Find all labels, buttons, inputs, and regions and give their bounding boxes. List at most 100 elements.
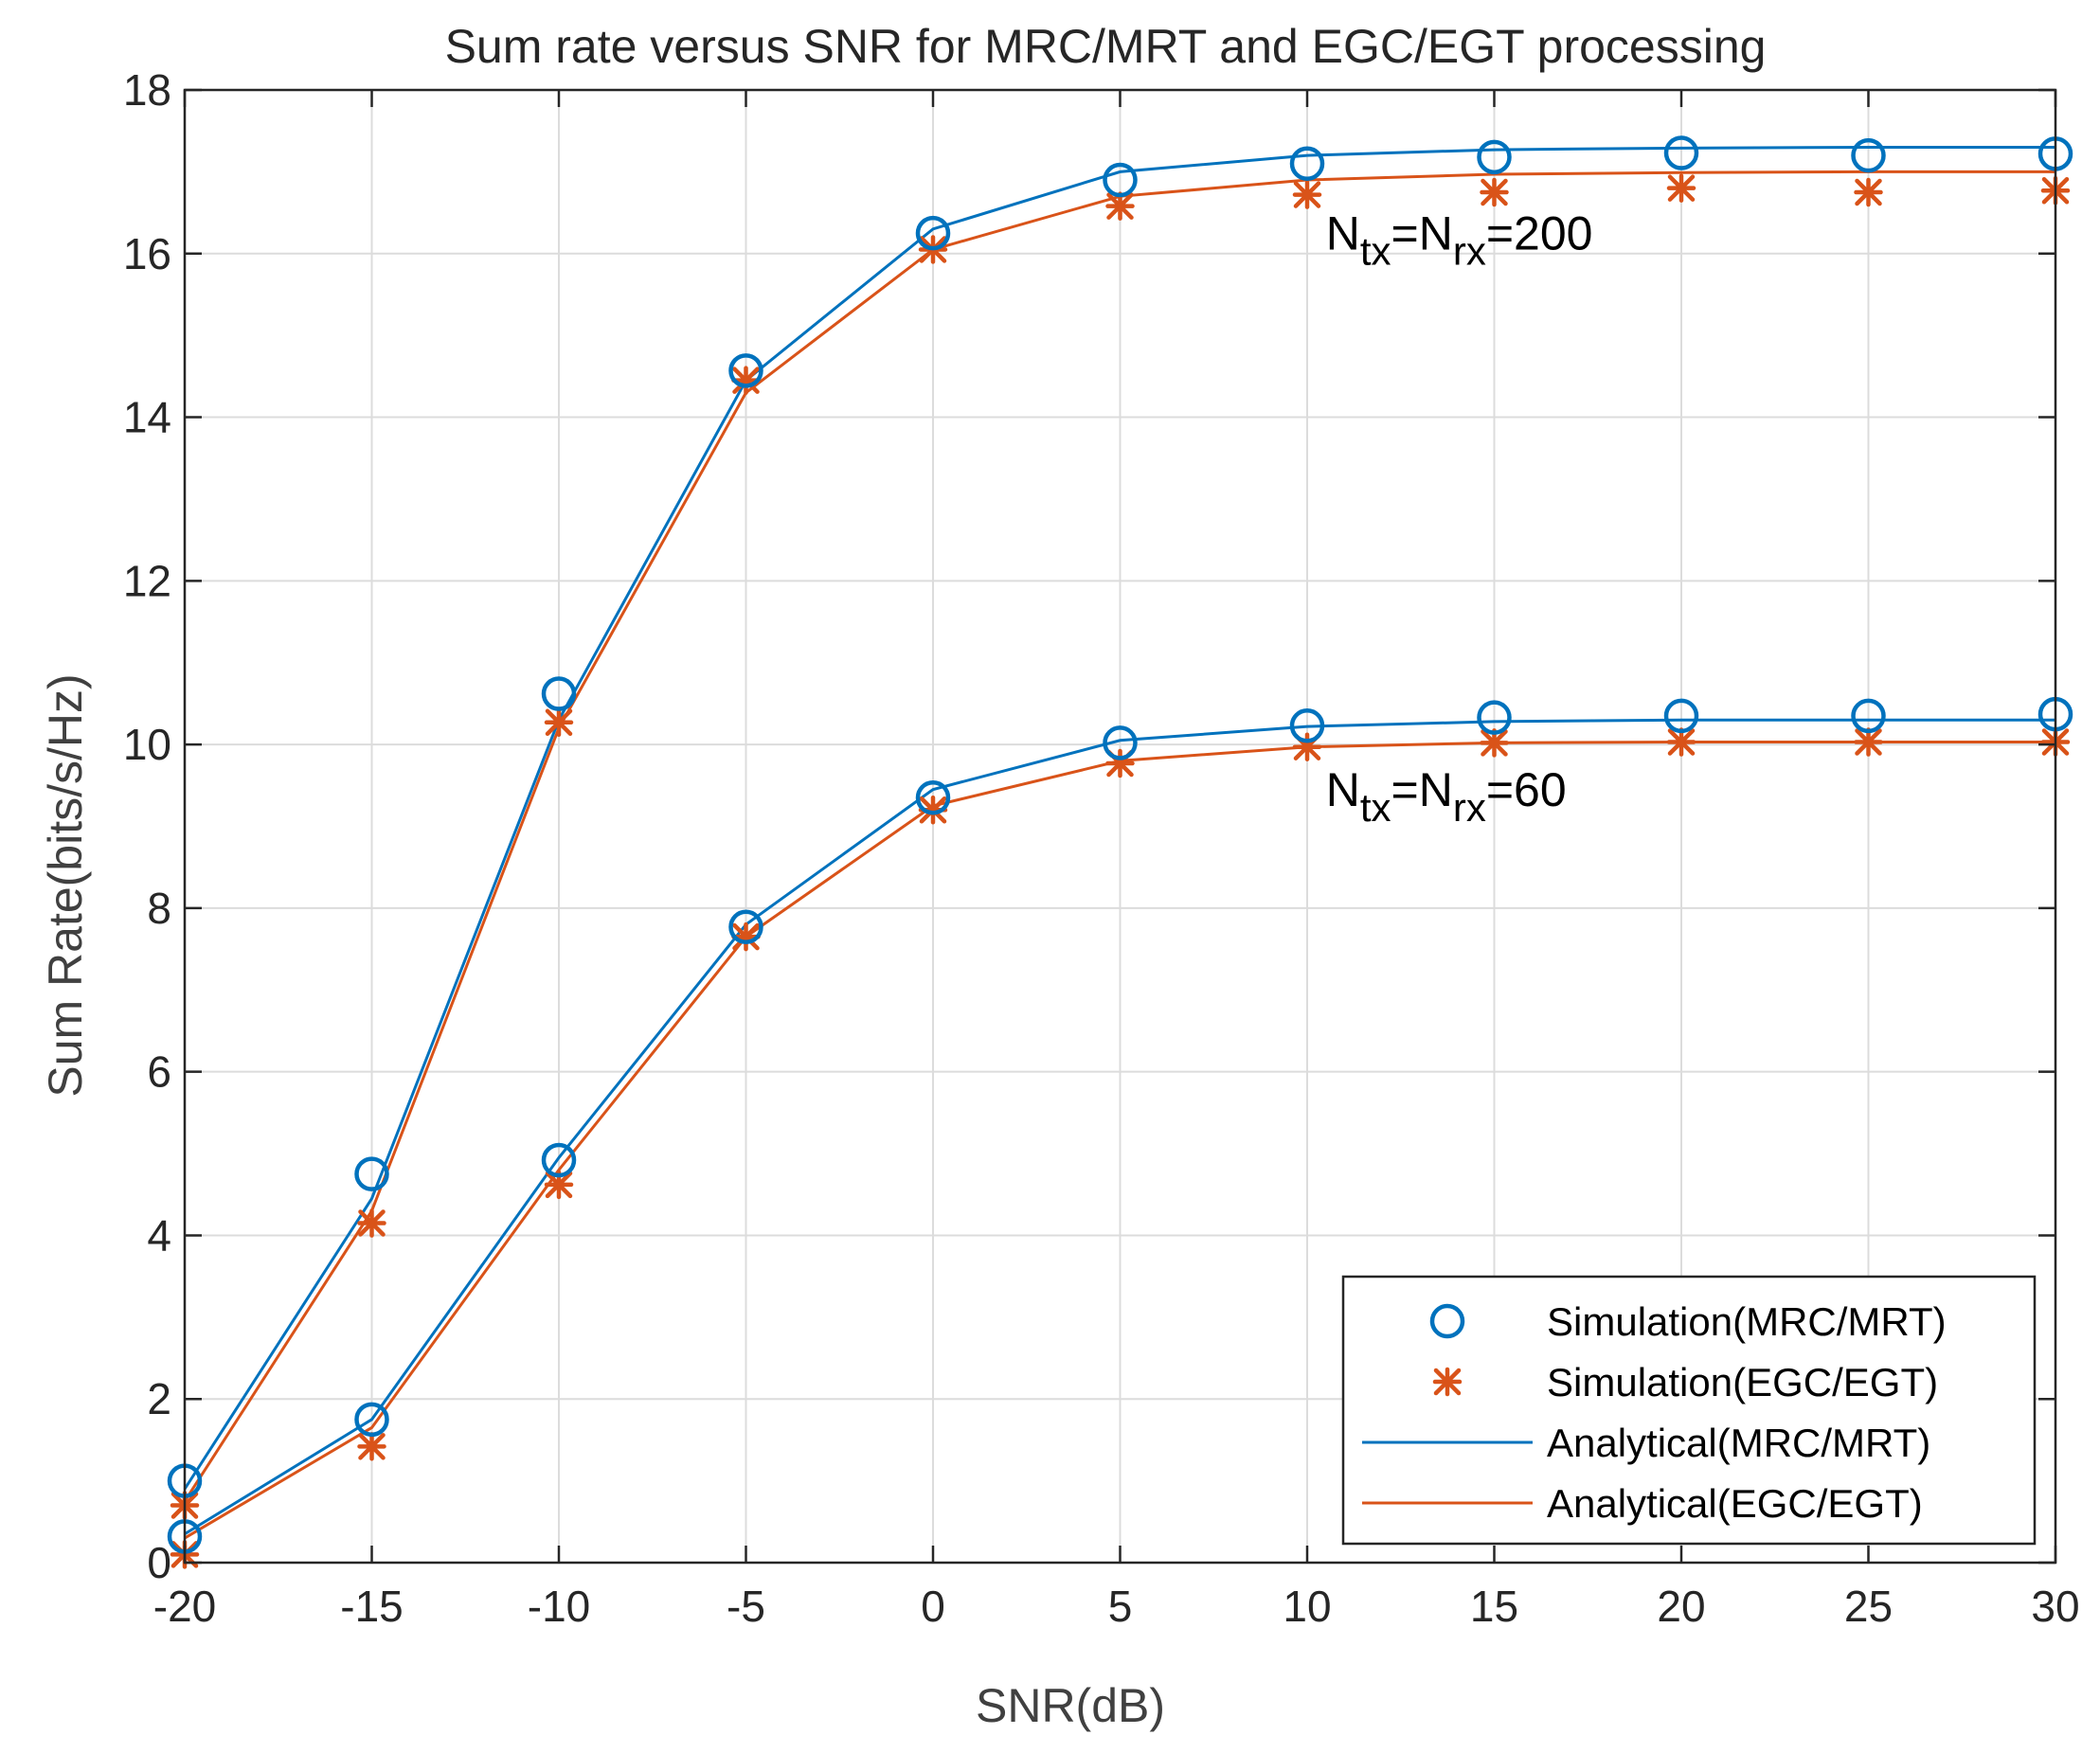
- sim-egc-marker: [731, 921, 761, 952]
- star-stroke: [1667, 174, 1696, 202]
- x-axis-label: SNR(dB): [976, 1679, 1165, 1732]
- antenna-count-label-1: Ntx=Nrx=200: [1326, 206, 1593, 273]
- y-tick-label: 14: [123, 393, 171, 442]
- star-stroke: [1667, 728, 1696, 756]
- y-tick-label: 12: [123, 556, 171, 605]
- legend-label: Simulation(EGC/EGT): [1547, 1360, 1938, 1404]
- sim-mrc-marker: [1663, 698, 1699, 734]
- star-stroke: [1481, 178, 1508, 206]
- x-tick-label: -10: [528, 1582, 590, 1631]
- y-tick-label: 18: [123, 65, 171, 115]
- sim-mrc-marker: [1477, 700, 1512, 735]
- legend-entry: Simulation(MRC/MRT): [1429, 1299, 1947, 1344]
- y-tick-label: 10: [123, 720, 171, 769]
- x-tick-label: -20: [153, 1582, 216, 1631]
- star-stroke: [1106, 192, 1134, 220]
- sim-mrc-marker: [541, 1142, 577, 1178]
- y-tick-label: 2: [147, 1374, 171, 1423]
- axes: -20 -15 -10 -5 0 5 10 15 20 25 30 0 2 4 6 8 10 12 14 16 18: [123, 65, 2080, 1631]
- sim-egc-marker: [1854, 177, 1883, 207]
- y-tick-label: 4: [147, 1210, 171, 1260]
- star-stroke: [732, 922, 760, 951]
- label-subscript: rx: [1453, 785, 1486, 830]
- chart-title: Sum rate versus SNR for MRC/MRT and EGC/…: [445, 20, 1767, 73]
- star-stroke: [732, 367, 760, 394]
- plot-series: [167, 135, 2073, 1569]
- legend-circle-marker: [1429, 1303, 1465, 1339]
- sim-egc-marker: [1105, 191, 1135, 221]
- sim-egc-marker: [1854, 727, 1883, 757]
- x-tick-label: 20: [1657, 1582, 1705, 1631]
- star-stroke: [545, 1171, 573, 1199]
- y-axis-label: Sum Rate(bits/s/Hz): [39, 673, 92, 1097]
- sim-mrc-marker: [915, 215, 951, 251]
- series-group-1: [167, 135, 2073, 1520]
- sim-mrc-marker: [728, 353, 763, 388]
- legend-label: Analytical(MRC/MRT): [1547, 1421, 1930, 1465]
- sim-mrc-marker: [354, 1156, 389, 1191]
- star-stroke: [1855, 178, 1882, 206]
- x-tick-label: 30: [2031, 1582, 2079, 1631]
- sim-egc-marker: [1480, 177, 1509, 207]
- sim-egc-marker: [1292, 180, 1322, 209]
- sim-mrc-marker: [1289, 146, 1325, 181]
- series-group-2: [167, 696, 2073, 1569]
- legend-box: [1341, 1275, 2037, 1546]
- label-text: =60: [1486, 763, 1567, 816]
- legend-label: Simulation(MRC/MRT): [1547, 1299, 1947, 1344]
- label-text: =N: [1391, 763, 1453, 816]
- legend: Simulation(MRC/MRT) Simulation(EGC/EGT) An…: [1341, 1275, 2037, 1546]
- antenna-count-label-2: Ntx=Nrx=60: [1326, 763, 1567, 830]
- star-stroke: [545, 708, 573, 737]
- x-tick-label: 5: [1108, 1582, 1133, 1631]
- x-tick-label: -15: [340, 1582, 403, 1631]
- star-stroke: [358, 1209, 386, 1237]
- label-subscript: tx: [1360, 228, 1391, 273]
- y-tick-label: 0: [147, 1538, 171, 1587]
- analytical-mrc-line: [184, 718, 2055, 1536]
- sim-egc-marker: [357, 1208, 386, 1238]
- legend-entry: Analytical(MRC/MRT): [1362, 1421, 1930, 1465]
- star-stroke: [919, 796, 947, 824]
- sim-mrc-marker: [1851, 137, 1886, 173]
- label-text: =N: [1391, 206, 1453, 259]
- sim-mrc-marker: [1103, 725, 1138, 760]
- legend-label: Analytical(EGC/EGT): [1547, 1481, 1923, 1526]
- label-text: N: [1326, 206, 1360, 259]
- sim-egc-marker: [544, 707, 574, 738]
- sim-mrc-marker: [1103, 162, 1138, 198]
- x-tick-label: 25: [1844, 1582, 1893, 1631]
- star-stroke: [1433, 1368, 1462, 1396]
- sim-egc-marker: [1666, 173, 1696, 203]
- star-stroke: [1855, 728, 1882, 756]
- x-tick-label: 0: [921, 1582, 945, 1631]
- legend-entry: Simulation(EGC/EGT): [1432, 1360, 1938, 1404]
- sim-egc-marker: [544, 1170, 574, 1200]
- label-text: =200: [1486, 206, 1593, 259]
- x-tick-label: -5: [727, 1582, 765, 1631]
- sim-mrc-marker: [1663, 135, 1699, 170]
- label-subscript: rx: [1453, 228, 1486, 273]
- x-tick-label: 10: [1283, 1582, 1331, 1631]
- sim-mrc-marker: [541, 676, 577, 711]
- x-tick-label: 15: [1470, 1582, 1518, 1631]
- analytical-mrc-line: [183, 145, 2055, 1491]
- sim-egc-marker: [1666, 727, 1696, 757]
- star-stroke: [1293, 181, 1321, 208]
- legend-star-marker: [1432, 1367, 1463, 1397]
- sim-mrc-marker: [1289, 707, 1325, 743]
- y-tick-label: 8: [147, 884, 171, 933]
- sim-egc-marker: [731, 366, 761, 395]
- sim-egc-marker: [357, 1432, 386, 1461]
- y-tick-label: 16: [123, 229, 171, 278]
- label-subscript: tx: [1360, 785, 1391, 830]
- star-stroke: [358, 1433, 386, 1460]
- sim-mrc-marker: [915, 780, 951, 815]
- sim-mrc-marker: [1851, 698, 1886, 734]
- sim-mrc-marker: [354, 1402, 389, 1438]
- star-stroke: [1481, 729, 1508, 757]
- sim-mrc-marker: [728, 909, 763, 945]
- legend-entry: Analytical(EGC/EGT): [1362, 1481, 1923, 1526]
